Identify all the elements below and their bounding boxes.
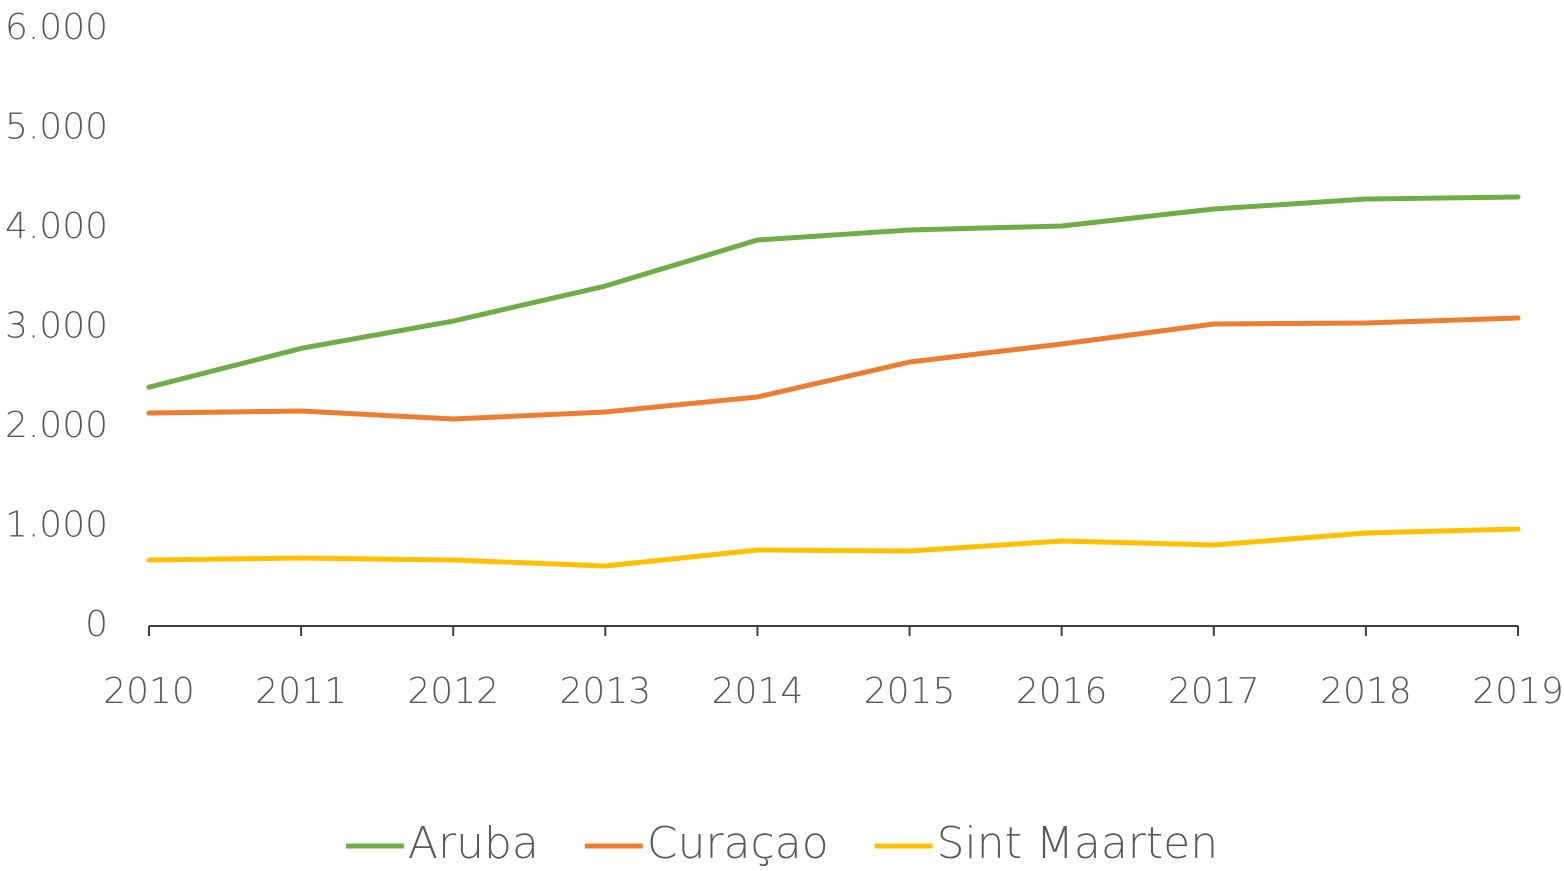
y-tick-label: 5.000 [5, 107, 108, 148]
x-tick-label: 2013 [560, 671, 652, 712]
y-tick-label: 6.000 [5, 7, 108, 48]
y-tick-label: 4.000 [5, 206, 108, 247]
legend-label: Curaçao [647, 818, 829, 869]
x-tick-label: 2017 [1168, 671, 1260, 712]
y-tick-label: 1.000 [5, 505, 108, 546]
line-series [146, 194, 1521, 390]
y-tick-label: 3.000 [5, 306, 108, 347]
line-series [146, 526, 1521, 569]
y-tick-label: 2.000 [5, 405, 108, 446]
x-tick-label: 2016 [1016, 671, 1108, 712]
x-tick-label: 2019 [1472, 671, 1564, 712]
x-tick-label: 2011 [255, 671, 347, 712]
legend-label: Aruba [408, 818, 539, 869]
x-tick-label: 2014 [712, 671, 804, 712]
x-tick-label: 2018 [1320, 671, 1412, 712]
x-tick-label: 2010 [103, 671, 195, 712]
x-tick-label: 2012 [407, 671, 499, 712]
y-tick-label: 0 [85, 604, 108, 645]
legend-label: Sint Maarten [937, 818, 1218, 869]
line-series [146, 315, 1521, 422]
x-tick-label: 2015 [864, 671, 956, 712]
